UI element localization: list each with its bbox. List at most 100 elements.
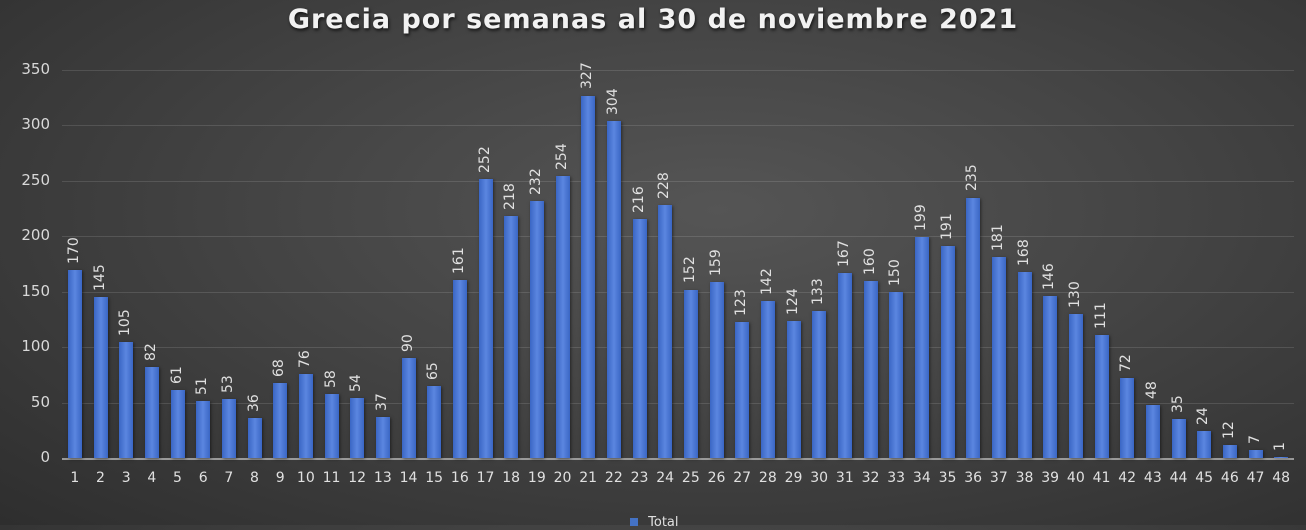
y-tick-label: 50: [30, 392, 50, 411]
data-label: 327: [579, 62, 596, 90]
data-label: 105: [117, 308, 134, 336]
x-tick-label: 26: [707, 470, 726, 486]
bar: [683, 289, 698, 458]
x-tick-label: 45: [1195, 470, 1214, 486]
bar: [735, 321, 750, 458]
x-tick-label: 7: [224, 470, 234, 486]
bar: [247, 418, 262, 458]
bar: [914, 237, 929, 458]
data-label: 167: [835, 240, 852, 267]
x-tick-label: 42: [1118, 470, 1137, 486]
gridline: [62, 347, 1294, 349]
x-tick-label: 6: [198, 470, 208, 486]
x-tick-label: 10: [296, 470, 315, 486]
x-tick-label: 20: [553, 470, 572, 486]
data-label: 181: [989, 224, 1006, 252]
bar: [427, 385, 442, 458]
data-label: 161: [450, 246, 467, 274]
y-tick-label: 0: [40, 448, 50, 466]
data-label: 150: [887, 258, 904, 286]
x-tick-label: 41: [1092, 470, 1111, 486]
bar: [1248, 450, 1263, 458]
bar: [273, 382, 288, 458]
bar: [1197, 431, 1212, 458]
data-label: 1: [1272, 441, 1289, 451]
x-tick-label: 3: [121, 470, 131, 486]
x-tick-label: 46: [1220, 470, 1239, 486]
data-label: 51: [194, 377, 211, 396]
x-tick-label: 1: [70, 470, 80, 486]
data-label: 24: [1195, 407, 1212, 426]
bar: [966, 197, 981, 458]
data-label: 123: [733, 288, 750, 316]
x-tick-label: 47: [1246, 470, 1265, 486]
x-tick-label: 48: [1272, 470, 1291, 486]
bar: [529, 200, 544, 458]
x-tick-label: 29: [784, 470, 803, 486]
x-tick-label: 35: [938, 470, 957, 486]
data-label: 304: [604, 88, 621, 115]
bar: [1274, 456, 1289, 458]
data-label: 61: [168, 366, 185, 385]
x-tick-label: 38: [1015, 470, 1034, 486]
bar: [67, 269, 82, 458]
gridline: [62, 70, 1294, 71]
x-tick-label: 32: [861, 470, 880, 486]
data-label: 37: [373, 393, 390, 411]
bar: [504, 216, 519, 458]
legend-swatch-icon: [630, 518, 638, 526]
data-label: 82: [142, 343, 159, 362]
bar: [401, 358, 416, 458]
bar: [709, 281, 724, 458]
data-label: 90: [399, 334, 416, 353]
legend-label: Total: [648, 515, 679, 530]
y-tick-label: 350: [21, 60, 50, 78]
x-axis-line: [62, 458, 1294, 460]
gridline: [62, 180, 1294, 182]
x-tick-label: 43: [1143, 470, 1162, 486]
data-label: 130: [1066, 281, 1083, 308]
legend: Total: [630, 515, 679, 530]
x-tick-label: 13: [373, 470, 392, 486]
bar: [375, 416, 390, 458]
bar: [170, 390, 185, 458]
bar: [991, 257, 1006, 458]
data-label: 65: [425, 362, 442, 380]
x-tick-label: 39: [1041, 470, 1060, 486]
bar: [658, 205, 673, 458]
data-label: 54: [348, 374, 365, 393]
bar: [1145, 404, 1160, 458]
data-label: 58: [322, 369, 339, 388]
bar: [221, 399, 236, 458]
bar: [144, 367, 159, 458]
data-label: 216: [630, 185, 647, 213]
bar: [1017, 271, 1032, 458]
x-tick-label: 12: [348, 470, 367, 486]
gridline: [62, 291, 1294, 293]
data-label: 252: [476, 145, 493, 173]
x-tick-label: 17: [476, 470, 495, 486]
x-tick-label: 14: [399, 470, 418, 486]
x-tick-label: 37: [989, 470, 1008, 486]
x-tick-label: 44: [1169, 470, 1188, 486]
data-label: 235: [964, 164, 981, 192]
x-tick-label: 28: [758, 470, 777, 486]
gridline: [62, 236, 1294, 238]
chart-title: Grecia por semanas al 30 de noviembre 20…: [287, 4, 1019, 35]
x-tick-label: 22: [604, 470, 623, 486]
gridline: [62, 125, 1294, 127]
bar: [1043, 296, 1058, 458]
data-label: 199: [912, 204, 929, 232]
data-label: 159: [707, 249, 724, 276]
x-tick-label: 11: [322, 470, 341, 486]
plot-area: 170 145 105 82 61 51 53 36 68 76 58 54 37 90 65 161 252 2…: [62, 63, 1294, 460]
data-label: 146: [1041, 263, 1058, 291]
bar: [837, 272, 852, 458]
data-label: 72: [1118, 354, 1135, 373]
bar: [478, 178, 493, 458]
bar: [298, 373, 313, 458]
data-label: 111: [1092, 302, 1109, 329]
data-label: 142: [758, 267, 775, 295]
data-label: 68: [271, 358, 288, 377]
bar: [863, 280, 878, 458]
